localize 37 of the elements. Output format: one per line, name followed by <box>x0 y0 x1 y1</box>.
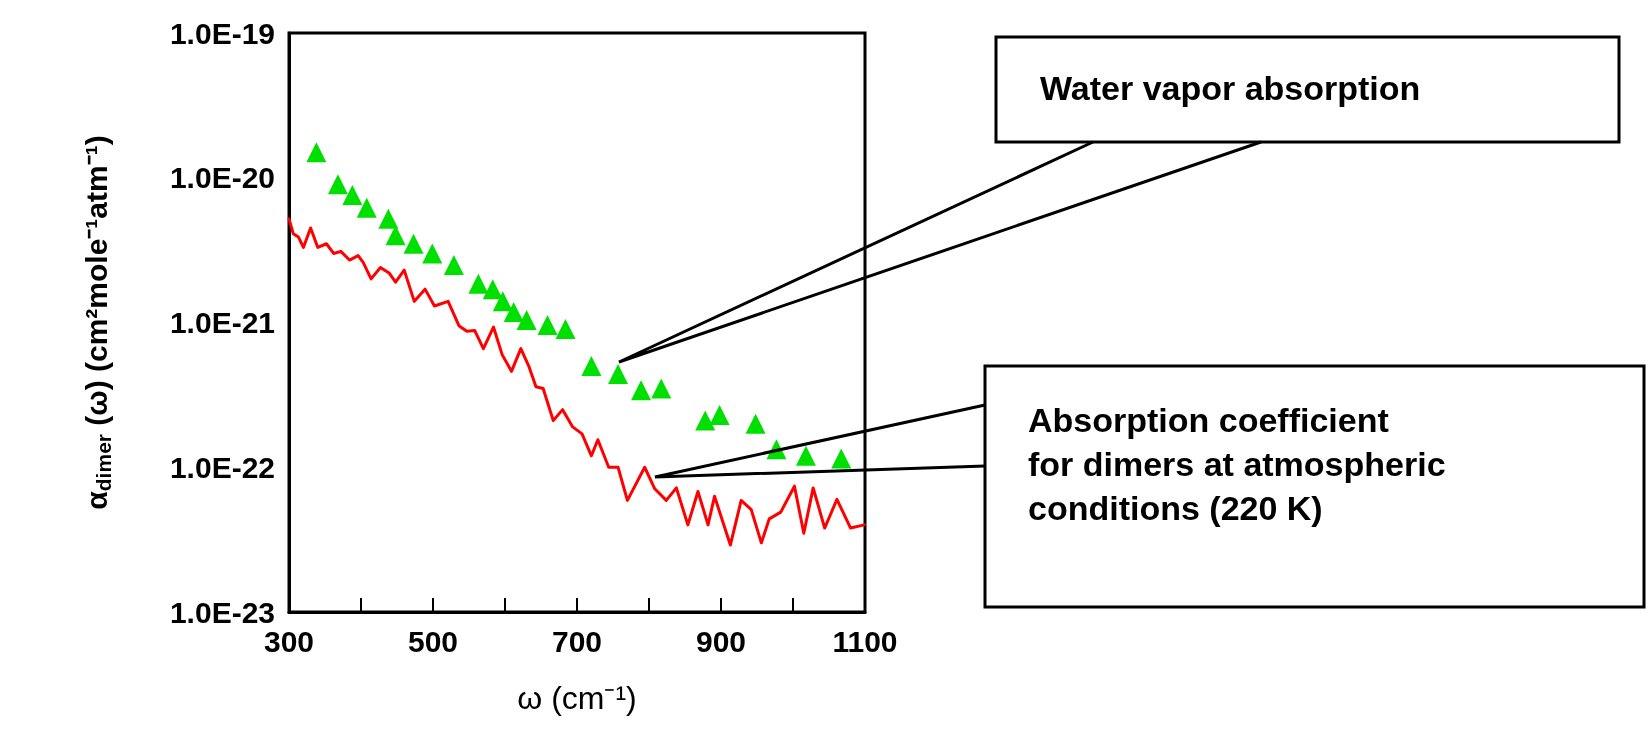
point <box>651 378 672 399</box>
point <box>356 197 377 218</box>
y-axis-title: αdimer (ω) (cm²mole⁻¹atm⁻¹) <box>80 135 115 510</box>
point <box>342 185 363 205</box>
point <box>831 448 852 469</box>
point <box>745 413 766 434</box>
point <box>695 410 716 431</box>
point <box>403 233 424 254</box>
point <box>581 356 602 377</box>
point <box>443 254 464 275</box>
x-axis-title: ω (cm⁻¹) <box>517 680 637 716</box>
y-tick-label: 1.0E-19 <box>169 16 275 50</box>
point <box>608 364 629 385</box>
x-tick-label: 500 <box>407 624 459 658</box>
point <box>516 310 537 331</box>
x-tick-label: 1100 <box>832 624 898 658</box>
line-series <box>287 217 866 547</box>
callout-box: Water vapor absorption <box>617 35 1621 364</box>
point <box>468 273 489 294</box>
point <box>482 279 503 300</box>
point <box>327 174 348 195</box>
point <box>385 225 406 246</box>
y-tick-label: 1.0E-20 <box>169 161 275 195</box>
y-tick-label: 1.0E-21 <box>169 306 275 339</box>
point <box>555 319 576 340</box>
x-tick-label: 900 <box>695 624 747 658</box>
point <box>795 445 816 466</box>
y-tick-label: 1.0E-22 <box>169 450 275 484</box>
point <box>537 315 558 336</box>
point <box>422 243 443 264</box>
point <box>631 380 652 401</box>
x-tick-label: 700 <box>551 624 603 658</box>
point <box>503 302 524 323</box>
point <box>306 142 327 163</box>
point <box>709 404 730 425</box>
point <box>378 208 399 229</box>
point <box>492 291 513 312</box>
